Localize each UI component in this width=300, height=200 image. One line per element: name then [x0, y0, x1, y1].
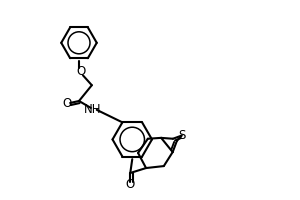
Text: S: S — [178, 129, 185, 142]
Text: O: O — [76, 65, 86, 78]
Text: NH: NH — [84, 103, 102, 116]
Text: O: O — [62, 97, 72, 110]
Text: O: O — [126, 178, 135, 191]
